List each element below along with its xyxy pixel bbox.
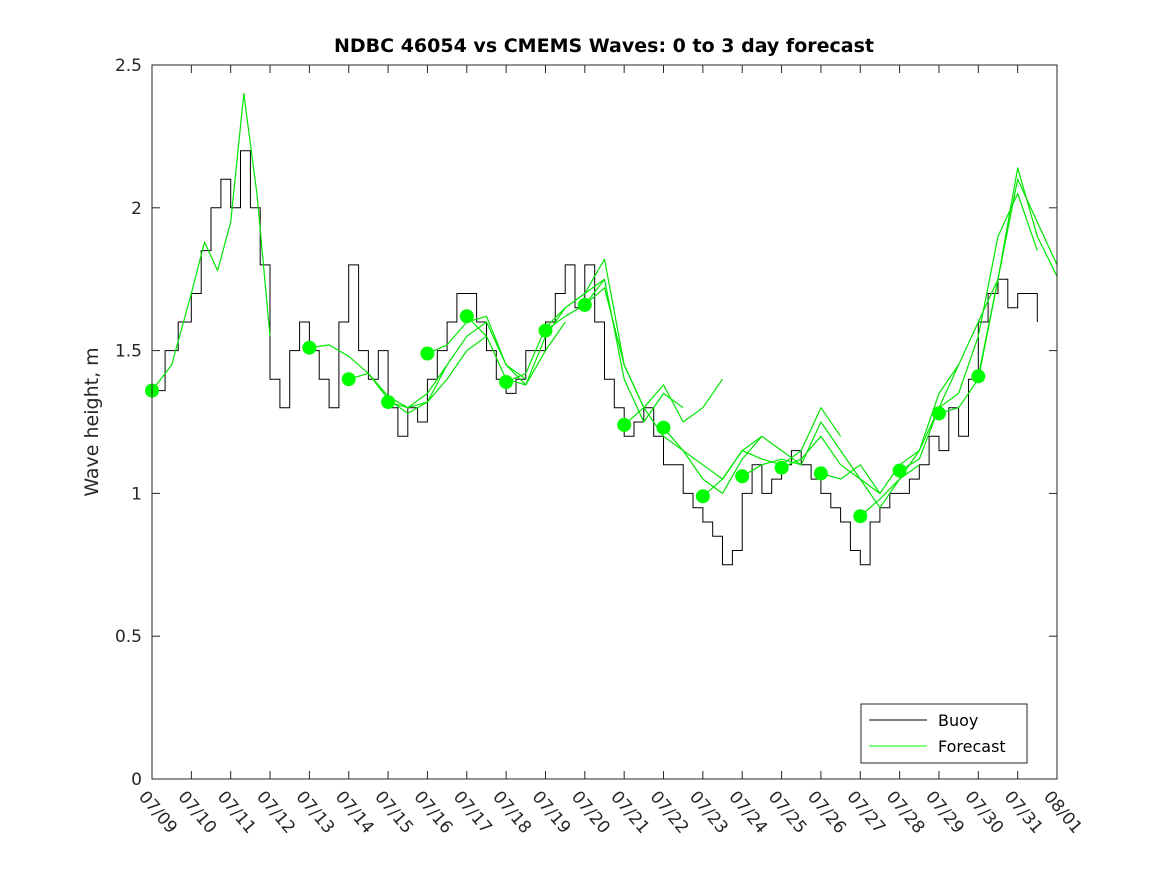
forecast-marker (932, 406, 946, 421)
legend: Buoy Forecast (860, 703, 1028, 764)
forecast-marker (302, 340, 317, 355)
forecast-marker (538, 323, 553, 338)
forecast-run-line (545, 278, 684, 423)
forecast-marker (381, 395, 396, 409)
forecast-marker (892, 463, 907, 478)
y-tick-label: 1 (131, 484, 142, 504)
forecast-marker (735, 469, 750, 484)
forecast-marker (774, 460, 789, 475)
forecast-run-line (427, 315, 566, 386)
y-tick-label: 2 (131, 199, 142, 219)
y-tick-label: 2.5 (115, 56, 142, 76)
y-axis-label: Wave height, m (81, 347, 103, 496)
forecast-marker (577, 297, 592, 312)
forecast-marker (499, 375, 514, 389)
buoy-series-line (152, 150, 1038, 566)
forecast-run-line (977, 167, 1058, 377)
forecast-marker (656, 420, 671, 435)
forecast-marker (813, 466, 828, 481)
forecast-run-line (151, 92, 271, 391)
forecast-run-line (663, 427, 802, 494)
forecast-marker (971, 369, 986, 384)
forecast-run-line (899, 192, 1038, 472)
legend-label-buoy: Buoy (938, 711, 978, 730)
forecast-marker (459, 309, 474, 324)
forecast-run-line (741, 421, 881, 494)
series-layer (151, 92, 1058, 566)
legend-label-forecast: Forecast (938, 737, 1006, 756)
forecast-run-line (584, 287, 723, 423)
marker-layer (145, 297, 986, 524)
forecast-marker (341, 372, 356, 387)
y-tick-label: 0.5 (115, 627, 142, 647)
forecast-marker (695, 489, 710, 504)
forecast-marker (617, 417, 632, 432)
axes-frame (151, 64, 1058, 780)
forecast-marker (420, 346, 435, 361)
plot-area (152, 65, 1057, 779)
y-tick-label: 0 (131, 770, 142, 790)
legend-box (860, 703, 1028, 764)
forecast-run-line (348, 335, 487, 414)
forecast-marker (853, 509, 868, 524)
y-tick-label: 1.5 (115, 342, 142, 362)
forecast-run-line (820, 364, 960, 494)
chart-title: NDBC 46054 vs CMEMS Waves: 0 to 3 day fo… (334, 35, 874, 57)
forecast-run-line (505, 258, 645, 408)
forecast-run-line (859, 278, 999, 517)
forecast-run-line (309, 344, 448, 409)
